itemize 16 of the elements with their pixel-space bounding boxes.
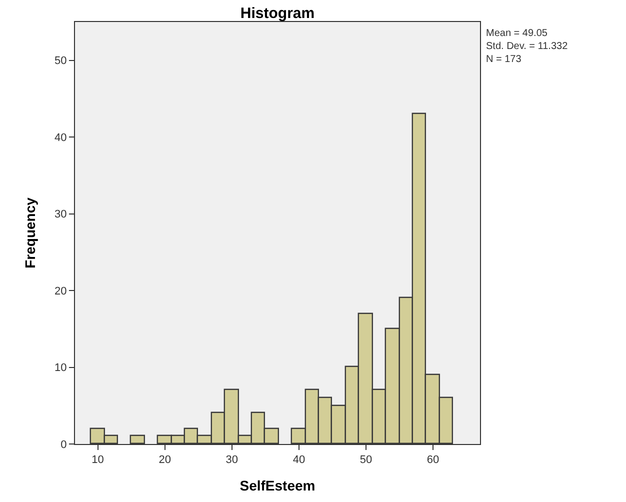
x-tick-label: 20 — [158, 454, 171, 466]
x-tick-label: 60 — [426, 454, 440, 466]
x-axis-title: SelfEsteem — [240, 478, 316, 494]
y-tick-label: 10 — [54, 362, 67, 374]
y-tick-label: 40 — [54, 132, 67, 144]
y-tick-label: 50 — [54, 55, 67, 68]
x-tick-label: 30 — [226, 454, 238, 466]
y-tick-label: 30 — [54, 208, 67, 221]
x-tick-label: 50 — [360, 454, 372, 466]
x-tick-label: 40 — [292, 454, 306, 466]
y-tick-label: 0 — [60, 438, 67, 451]
y-axis-title: Frequency — [22, 197, 38, 268]
y-tick-label: 20 — [54, 285, 67, 298]
text: Mean = 49.05 Std. Dev. = 11.332 N = 173 — [486, 28, 568, 65]
x-tick-label: 10 — [92, 454, 104, 466]
chart-title: Histogram — [240, 5, 315, 22]
